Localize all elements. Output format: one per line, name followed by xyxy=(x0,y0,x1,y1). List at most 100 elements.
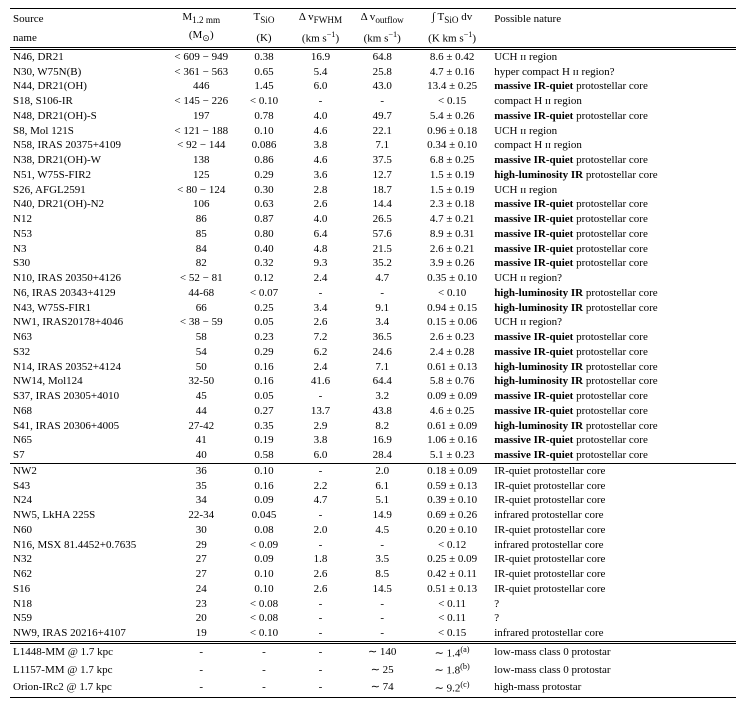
col-dvfwhm-h2: (km s−1) xyxy=(290,27,352,49)
cell-name: N46, DR21 xyxy=(10,49,164,65)
cell-int: ∼ 1.4(a) xyxy=(413,643,491,662)
cell-dvfwhm: - xyxy=(290,643,352,662)
cell-dvfwhm: 6.2 xyxy=(290,345,352,360)
cell-dvout: 37.5 xyxy=(351,154,413,169)
cell-m12: 27 xyxy=(164,553,238,568)
cell-m12: < 145 − 226 xyxy=(164,95,238,110)
col-dvout-h1: Δ voutflow xyxy=(351,9,413,28)
cell-dvout: 26.5 xyxy=(351,213,413,228)
cell-nature: IR-quiet protostellar core xyxy=(491,523,736,538)
cell-dvout: 43.0 xyxy=(351,80,413,95)
cell-name: NW14, Mol124 xyxy=(10,375,164,390)
table-row: NW14, Mol12432-500.1641.664.45.8 ± 0.76h… xyxy=(10,375,736,390)
cell-dvfwhm: 3.4 xyxy=(290,301,352,316)
cell-dvout: 43.8 xyxy=(351,404,413,419)
cell-m12: 23 xyxy=(164,597,238,612)
table-row: N32270.091.83.50.25 ± 0.09IR-quiet proto… xyxy=(10,553,736,568)
cell-name: NW9, IRAS 20216+4107 xyxy=(10,627,164,643)
cell-int: 1.5 ± 0.19 xyxy=(413,183,491,198)
cell-dvout: 22.1 xyxy=(351,124,413,139)
cell-dvout: 2.0 xyxy=(351,464,413,479)
cell-nature: massive IR-quiet protostellar core xyxy=(491,198,736,213)
cell-name: S26, AFGL2591 xyxy=(10,183,164,198)
cell-dvout: 6.1 xyxy=(351,479,413,494)
cell-nature: massive IR-quiet protostellar core xyxy=(491,345,736,360)
cell-dvout: 35.2 xyxy=(351,257,413,272)
cell-tsio: 0.08 xyxy=(238,523,289,538)
cell-nature: high-luminosity IR protostellar core xyxy=(491,168,736,183)
cell-name: N43, W75S-FIR1 xyxy=(10,301,164,316)
cell-m12: 58 xyxy=(164,331,238,346)
cell-nature: high-luminosity IR protostellar core xyxy=(491,360,736,375)
cell-int: 0.51 ± 0.13 xyxy=(413,582,491,597)
cell-int: 2.6 ± 0.21 xyxy=(413,242,491,257)
cell-dvout: 64.4 xyxy=(351,375,413,390)
cell-dvfwhm: - xyxy=(290,95,352,110)
table-row: N46, DR21< 609 − 9490.3816.964.88.6 ± 0.… xyxy=(10,49,736,65)
cell-name: NW2 xyxy=(10,464,164,479)
cell-int: 3.9 ± 0.26 xyxy=(413,257,491,272)
cell-int: 0.15 ± 0.06 xyxy=(413,316,491,331)
table-row: N24340.094.75.10.39 ± 0.10IR-quiet proto… xyxy=(10,494,736,509)
cell-int: 4.6 ± 0.25 xyxy=(413,404,491,419)
cell-nature: infrared protostellar core xyxy=(491,538,736,553)
cell-m12: 106 xyxy=(164,198,238,213)
cell-nature: ? xyxy=(491,597,736,612)
cell-dvfwhm: 3.8 xyxy=(290,139,352,154)
cell-tsio: < 0.10 xyxy=(238,95,289,110)
cell-tsio: 0.09 xyxy=(238,494,289,509)
cell-name: N51, W75S-FIR2 xyxy=(10,168,164,183)
cell-dvout: - xyxy=(351,597,413,612)
table-row: S30820.329.335.23.9 ± 0.26massive IR-qui… xyxy=(10,257,736,272)
table-row: N63580.237.236.52.6 ± 0.23massive IR-qui… xyxy=(10,331,736,346)
cell-m12: 29 xyxy=(164,538,238,553)
cell-dvout: 3.5 xyxy=(351,553,413,568)
cell-int: 8.6 ± 0.42 xyxy=(413,49,491,65)
cell-m12: 44-68 xyxy=(164,286,238,301)
cell-nature: infrared protostellar core xyxy=(491,509,736,524)
cell-dvfwhm: 4.6 xyxy=(290,124,352,139)
cell-dvout: ∼ 74 xyxy=(351,679,413,697)
cell-name: N3 xyxy=(10,242,164,257)
cell-tsio: 0.10 xyxy=(238,582,289,597)
cell-m12: 40 xyxy=(164,449,238,464)
table-row: S18, S106-IR< 145 − 226< 0.10--< 0.15com… xyxy=(10,95,736,110)
cell-int: < 0.11 xyxy=(413,612,491,627)
cell-int: 5.4 ± 0.26 xyxy=(413,109,491,124)
cell-int: < 0.12 xyxy=(413,538,491,553)
col-int-h2: (K km s−1) xyxy=(413,27,491,49)
cell-name: N24 xyxy=(10,494,164,509)
cell-dvfwhm: 2.6 xyxy=(290,198,352,213)
cell-nature: high-luminosity IR protostellar core xyxy=(491,419,736,434)
table-row: S8, Mol 121S< 121 − 1880.104.622.10.96 ±… xyxy=(10,124,736,139)
cell-nature: high-mass protostar xyxy=(491,679,736,697)
cell-name: S37, IRAS 20305+4010 xyxy=(10,390,164,405)
cell-int: 0.61 ± 0.13 xyxy=(413,360,491,375)
cell-m12: 50 xyxy=(164,360,238,375)
cell-int: 13.4 ± 0.25 xyxy=(413,80,491,95)
cell-m12: 35 xyxy=(164,479,238,494)
cell-m12: 86 xyxy=(164,213,238,228)
table-row: N10, IRAS 20350+4126< 52 − 810.122.44.70… xyxy=(10,272,736,287)
cell-int: ∼ 1.8(b) xyxy=(413,662,491,679)
cell-name: S8, Mol 121S xyxy=(10,124,164,139)
cell-int: 0.96 ± 0.18 xyxy=(413,124,491,139)
cell-tsio: 0.25 xyxy=(238,301,289,316)
cell-nature: massive IR-quiet protostellar core xyxy=(491,242,736,257)
cell-tsio: - xyxy=(238,679,289,697)
cell-int: ∼ 9.2(c) xyxy=(413,679,491,697)
cell-dvout: 18.7 xyxy=(351,183,413,198)
cell-nature: massive IR-quiet protostellar core xyxy=(491,213,736,228)
table-body: N46, DR21< 609 − 9490.3816.964.88.6 ± 0.… xyxy=(10,49,736,697)
cell-dvfwhm: - xyxy=(290,662,352,679)
cell-int: < 0.11 xyxy=(413,597,491,612)
col-tsio-h2: (K) xyxy=(238,27,289,49)
cell-dvfwhm: 2.6 xyxy=(290,568,352,583)
cell-m12: 44 xyxy=(164,404,238,419)
cell-int: 0.25 ± 0.09 xyxy=(413,553,491,568)
cell-dvfwhm: 1.8 xyxy=(290,553,352,568)
cell-name: N59 xyxy=(10,612,164,627)
cell-name: N12 xyxy=(10,213,164,228)
cell-tsio: 0.10 xyxy=(238,124,289,139)
cell-dvout: 12.7 xyxy=(351,168,413,183)
